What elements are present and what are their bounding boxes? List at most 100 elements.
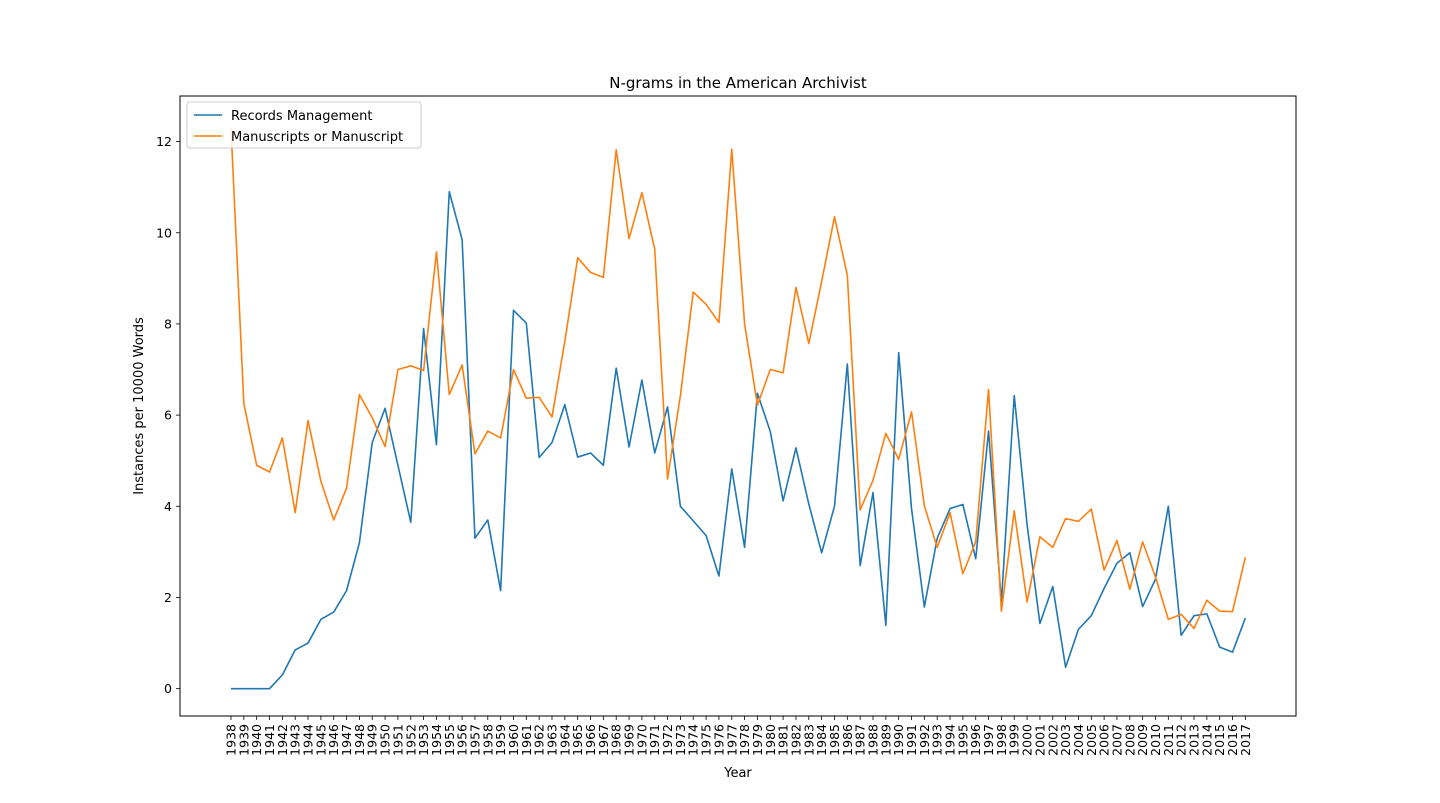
x-tick-label: 1946 <box>326 724 341 756</box>
x-tick-label: 1986 <box>840 724 855 756</box>
x-tick-label: 2009 <box>1135 724 1150 756</box>
x-tick-label: 1966 <box>583 724 598 756</box>
x-tick-label: 1949 <box>365 724 380 756</box>
x-tick-label: 1990 <box>891 724 906 756</box>
x-tick-label: 1948 <box>352 724 367 756</box>
x-tick-label: 1947 <box>339 724 354 756</box>
x-tick-label: 1991 <box>904 724 919 756</box>
x-tick-label: 1953 <box>416 724 431 756</box>
x-tick-label: 1960 <box>506 724 521 756</box>
x-tick-label: 1967 <box>596 724 611 756</box>
x-tick-label: 1969 <box>622 724 637 756</box>
legend-label-records-management: Records Management <box>231 109 372 124</box>
legend-label-manuscripts: Manuscripts or Manuscript <box>231 130 403 145</box>
x-tick-label: 1956 <box>455 724 470 756</box>
x-tick-label: 2014 <box>1199 724 1214 756</box>
y-axis-label: Instances per 10000 Words <box>132 317 147 495</box>
y-tick-label: 12 <box>156 134 172 149</box>
x-tick-label: 2016 <box>1225 724 1240 756</box>
y-tick-label: 10 <box>156 225 172 240</box>
x-axis-label: Year <box>723 766 752 781</box>
x-tick-label: 2013 <box>1187 724 1202 756</box>
x-tick-label: 1983 <box>801 724 816 756</box>
x-tick-label: 1963 <box>545 724 560 756</box>
x-tick-label: 1945 <box>313 724 328 756</box>
x-tick-label: 1964 <box>557 724 572 756</box>
x-tick-label: 2003 <box>1058 724 1073 756</box>
x-tick-label: 1988 <box>866 724 881 756</box>
x-tick-label: 1939 <box>236 724 251 756</box>
x-tick-label: 1968 <box>609 724 624 756</box>
x-tick-label: 1982 <box>788 724 803 756</box>
x-tick-label: 1998 <box>994 724 1009 756</box>
x-tick-label: 1976 <box>711 724 726 756</box>
x-tick-label: 1987 <box>853 724 868 756</box>
series-line-1 <box>230 127 1247 630</box>
x-tick-label: 1989 <box>878 724 893 756</box>
x-tick-label: 1962 <box>532 724 547 756</box>
x-tick-label: 1971 <box>647 724 662 756</box>
x-tick-label: 2017 <box>1238 724 1253 756</box>
x-axis: 1938193919401941194219431944194519461947… <box>224 716 1253 756</box>
x-tick-label: 1977 <box>724 724 739 756</box>
x-tick-label: 1957 <box>467 724 482 756</box>
x-tick-label: 1993 <box>930 724 945 756</box>
x-tick-label: 2005 <box>1084 724 1099 756</box>
x-tick-label: 2012 <box>1174 724 1189 756</box>
x-tick-label: 1975 <box>699 724 714 756</box>
plot-frame <box>179 95 1297 717</box>
x-tick-label: 1958 <box>480 724 495 756</box>
x-tick-label: 1950 <box>378 724 393 756</box>
series-line-0 <box>231 190 1247 690</box>
x-tick-label: 1959 <box>493 724 508 756</box>
x-tick-label: 2015 <box>1212 724 1227 756</box>
x-tick-label: 1981 <box>776 724 791 756</box>
x-tick-label: 1938 <box>224 724 239 756</box>
y-tick-label: 0 <box>164 681 172 696</box>
x-tick-label: 1996 <box>968 724 983 756</box>
y-axis: 0 2 4 6 8 10 12 <box>156 134 180 696</box>
x-tick-label: 2001 <box>1032 724 1047 756</box>
x-tick-label: 1955 <box>442 724 457 756</box>
x-tick-label: 2006 <box>1097 724 1112 756</box>
x-tick-label: 1965 <box>570 724 585 756</box>
x-tick-label: 1979 <box>750 724 765 756</box>
x-tick-label: 1973 <box>673 724 688 756</box>
legend: Records Management Manuscripts or Manusc… <box>186 101 422 149</box>
x-tick-label: 1944 <box>301 724 316 756</box>
x-tick-label: 1961 <box>519 724 534 756</box>
x-tick-label: 2002 <box>1045 724 1060 756</box>
y-tick-label: 6 <box>164 408 172 423</box>
x-tick-label: 1974 <box>686 724 701 756</box>
y-tick-label: 2 <box>164 590 172 605</box>
y-tick-label: 4 <box>164 499 172 514</box>
y-tick-label: 8 <box>164 316 172 331</box>
x-tick-label: 1952 <box>403 724 418 756</box>
x-tick-label: 1992 <box>917 724 932 756</box>
x-tick-label: 2007 <box>1109 724 1124 756</box>
x-tick-label: 2011 <box>1161 724 1176 756</box>
x-tick-label: 2004 <box>1071 724 1086 756</box>
x-tick-label: 2010 <box>1148 724 1163 756</box>
plot-content <box>230 127 1247 690</box>
x-tick-label: 1943 <box>288 724 303 756</box>
x-tick-label: 1942 <box>275 724 290 756</box>
x-tick-label: 1951 <box>390 724 405 756</box>
x-tick-label: 1940 <box>249 724 264 756</box>
x-tick-label: 1941 <box>262 724 277 756</box>
x-tick-label: 1999 <box>1007 724 1022 756</box>
x-tick-label: 1978 <box>737 724 752 756</box>
x-tick-label: 2008 <box>1122 724 1137 756</box>
x-tick-label: 1994 <box>943 724 958 756</box>
x-tick-label: 1984 <box>814 724 829 756</box>
x-tick-label: 1970 <box>634 724 649 756</box>
x-tick-label: 1972 <box>660 724 675 756</box>
x-tick-label: 1985 <box>827 724 842 756</box>
x-tick-label: 1995 <box>955 724 970 756</box>
legend-box <box>186 101 422 149</box>
x-tick-label: 1980 <box>763 724 778 756</box>
x-tick-label: 2000 <box>1020 724 1035 756</box>
chart-title: N-grams in the American Archivist <box>609 74 867 92</box>
x-tick-label: 1997 <box>981 724 996 756</box>
